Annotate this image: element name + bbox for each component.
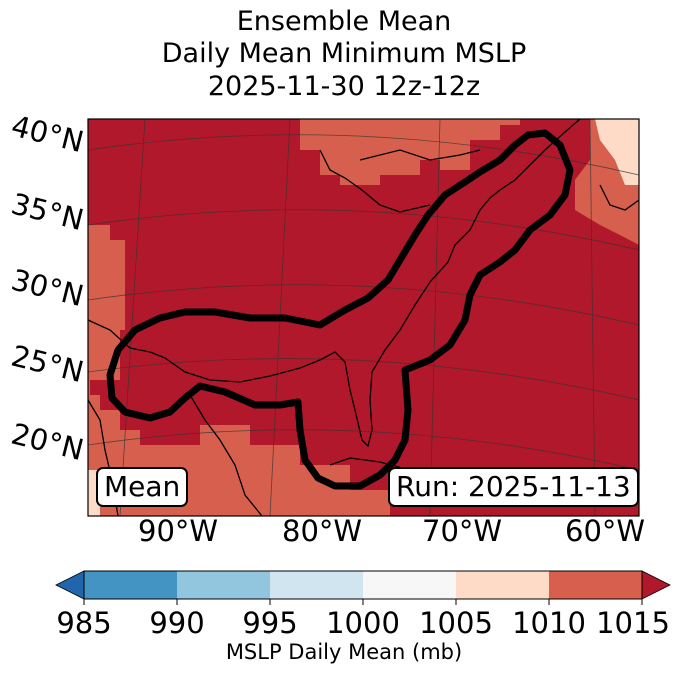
colorbar-swatch-995 xyxy=(270,571,363,599)
colorbar-extend-high xyxy=(641,570,671,600)
mean-box: Mean xyxy=(96,467,189,507)
colorbar-tick-985: 985 xyxy=(56,606,112,640)
title-line-3: 2025-11-30 12z-12z xyxy=(207,71,481,102)
lon-label-80w: 80°W xyxy=(282,514,363,548)
lon-label-90w: 90°W xyxy=(138,514,219,548)
colorbar-tick-1005: 1005 xyxy=(419,606,493,640)
colorbar xyxy=(55,570,671,605)
colorbar-label: MSLP Daily Mean (mb) xyxy=(225,640,463,664)
map-frame xyxy=(87,118,640,517)
colorbar-swatch-1000 xyxy=(363,571,456,599)
colorbar-swatch-1010 xyxy=(549,571,642,599)
colorbar-extend-low xyxy=(55,570,85,600)
colorbar-swatch-1005 xyxy=(456,571,549,599)
colorbar-tick-995: 995 xyxy=(242,606,298,640)
colorbar-tick-1010: 1010 xyxy=(512,606,586,640)
lon-label-70w: 70°W xyxy=(422,514,503,548)
colorbar-swatch-990 xyxy=(177,571,270,599)
field-peach-northeast xyxy=(595,119,639,185)
title-line-2: Daily Mean Minimum MSLP xyxy=(161,38,527,69)
field-dark xyxy=(88,119,639,516)
colorbar-tick-1000: 1000 xyxy=(326,606,400,640)
run-box: Run: 2025-11-13 xyxy=(388,467,639,507)
lon-label-60w: 60°W xyxy=(565,514,646,548)
colorbar-tick-990: 990 xyxy=(149,606,205,640)
title-line-1: Ensemble Mean xyxy=(236,6,452,37)
contour-1015 xyxy=(106,129,574,490)
colorbar-swatch-985 xyxy=(84,571,177,599)
colorbar-tick-1015: 1015 xyxy=(596,606,670,640)
